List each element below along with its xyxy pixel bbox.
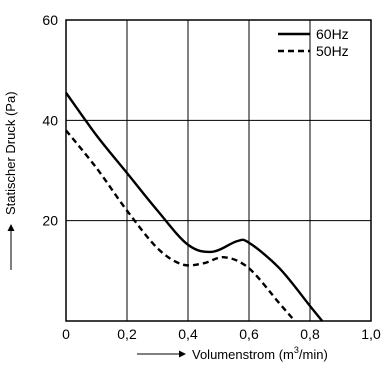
y-tick-labels: 20 40 60: [42, 12, 58, 229]
plot-frame: [65, 19, 372, 322]
x-axis-title: Volumenstrom (m3/min): [192, 345, 328, 362]
x-tick-label: 0,2: [117, 326, 137, 342]
y-axis-title-group: Statischer Druck (Pa): [3, 91, 18, 270]
x-tick-label: 1,0: [361, 326, 381, 342]
series-lines: [65, 92, 324, 322]
x-axis-title-sup: 3: [294, 345, 299, 355]
y-tick-label: 20: [42, 213, 58, 229]
x-tick-label: 0: [62, 326, 70, 342]
x-tick-labels: 0 0,2 0,4 0,6 0,8 1,0: [62, 326, 381, 342]
series-line-50hz: [65, 129, 296, 322]
x-axis-title-end: /min): [299, 347, 328, 362]
x-tick-label: 0,6: [239, 326, 259, 342]
x-axis-arrow-head: [179, 350, 186, 358]
x-axis-title-base: Volumenstrom (m: [192, 347, 294, 362]
x-axis-title-group: Volumenstrom (m3/min): [137, 345, 328, 362]
series-line-60hz: [65, 92, 324, 322]
x-tick-label: 0,8: [300, 326, 320, 342]
y-axis-arrow-head: [7, 224, 15, 231]
x-tick-label: 0,4: [178, 326, 198, 342]
legend-label-60hz: 60Hz: [316, 26, 349, 42]
grid-lines: [65, 19, 372, 321]
y-axis-title: Statischer Druck (Pa): [3, 91, 18, 215]
y-tick-label: 60: [42, 12, 58, 28]
y-tick-label: 40: [42, 112, 58, 128]
legend-label-50hz: 50Hz: [316, 43, 349, 59]
